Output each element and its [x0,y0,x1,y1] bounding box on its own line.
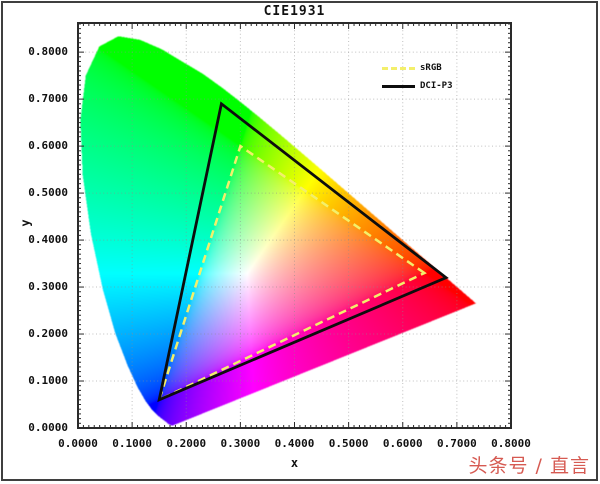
legend: sRGB DCI-P3 [382,59,453,95]
plot-border [77,22,512,429]
x-tick-label: 0.0000 [58,437,98,450]
y-tick-label: 0.4000 [28,233,68,247]
legend-item-dcip3: DCI-P3 [382,77,453,95]
chart-title: CIE1931 [263,4,326,19]
gamut-triangle-dci-p3 [157,101,449,403]
x-tick-label: 0.6000 [382,437,423,450]
y-tick-label: 0.5000 [28,186,68,200]
legend-item-srgb: sRGB [382,59,453,77]
y-tick-label: 0.8000 [28,45,68,59]
x-axis-label: x [290,456,299,470]
x-tick-label: 0.7000 [437,437,477,450]
y-tick-label: 0.7000 [28,92,68,106]
legend-label-dcip3: DCI-P3 [420,81,453,91]
x-tick-label: 0.1000 [112,437,152,450]
x-tick-label: 0.8000 [491,437,531,450]
dcip3-solid-line-sample [382,84,415,88]
x-tick-label: 0.2000 [166,437,207,450]
y-axis-label: y [18,219,33,227]
legend-label-srgb: sRGB [420,63,442,73]
y-tick-label: 0.0000 [28,421,68,434]
y-tick-label: 0.2000 [28,327,68,341]
srgb-dashed-line-sample [382,66,415,70]
watermark: 头条号 / 直言 [468,455,590,477]
y-tick-label: 0.3000 [28,280,68,294]
x-tick-label: 0.5000 [328,437,369,450]
x-tick-label: 0.3000 [220,437,261,450]
x-tick-label: 0.4000 [274,437,315,450]
y-tick-label: 0.1000 [28,374,68,388]
y-tick-label: 0.6000 [28,139,68,153]
gamut-triangle-srgb [157,144,427,403]
